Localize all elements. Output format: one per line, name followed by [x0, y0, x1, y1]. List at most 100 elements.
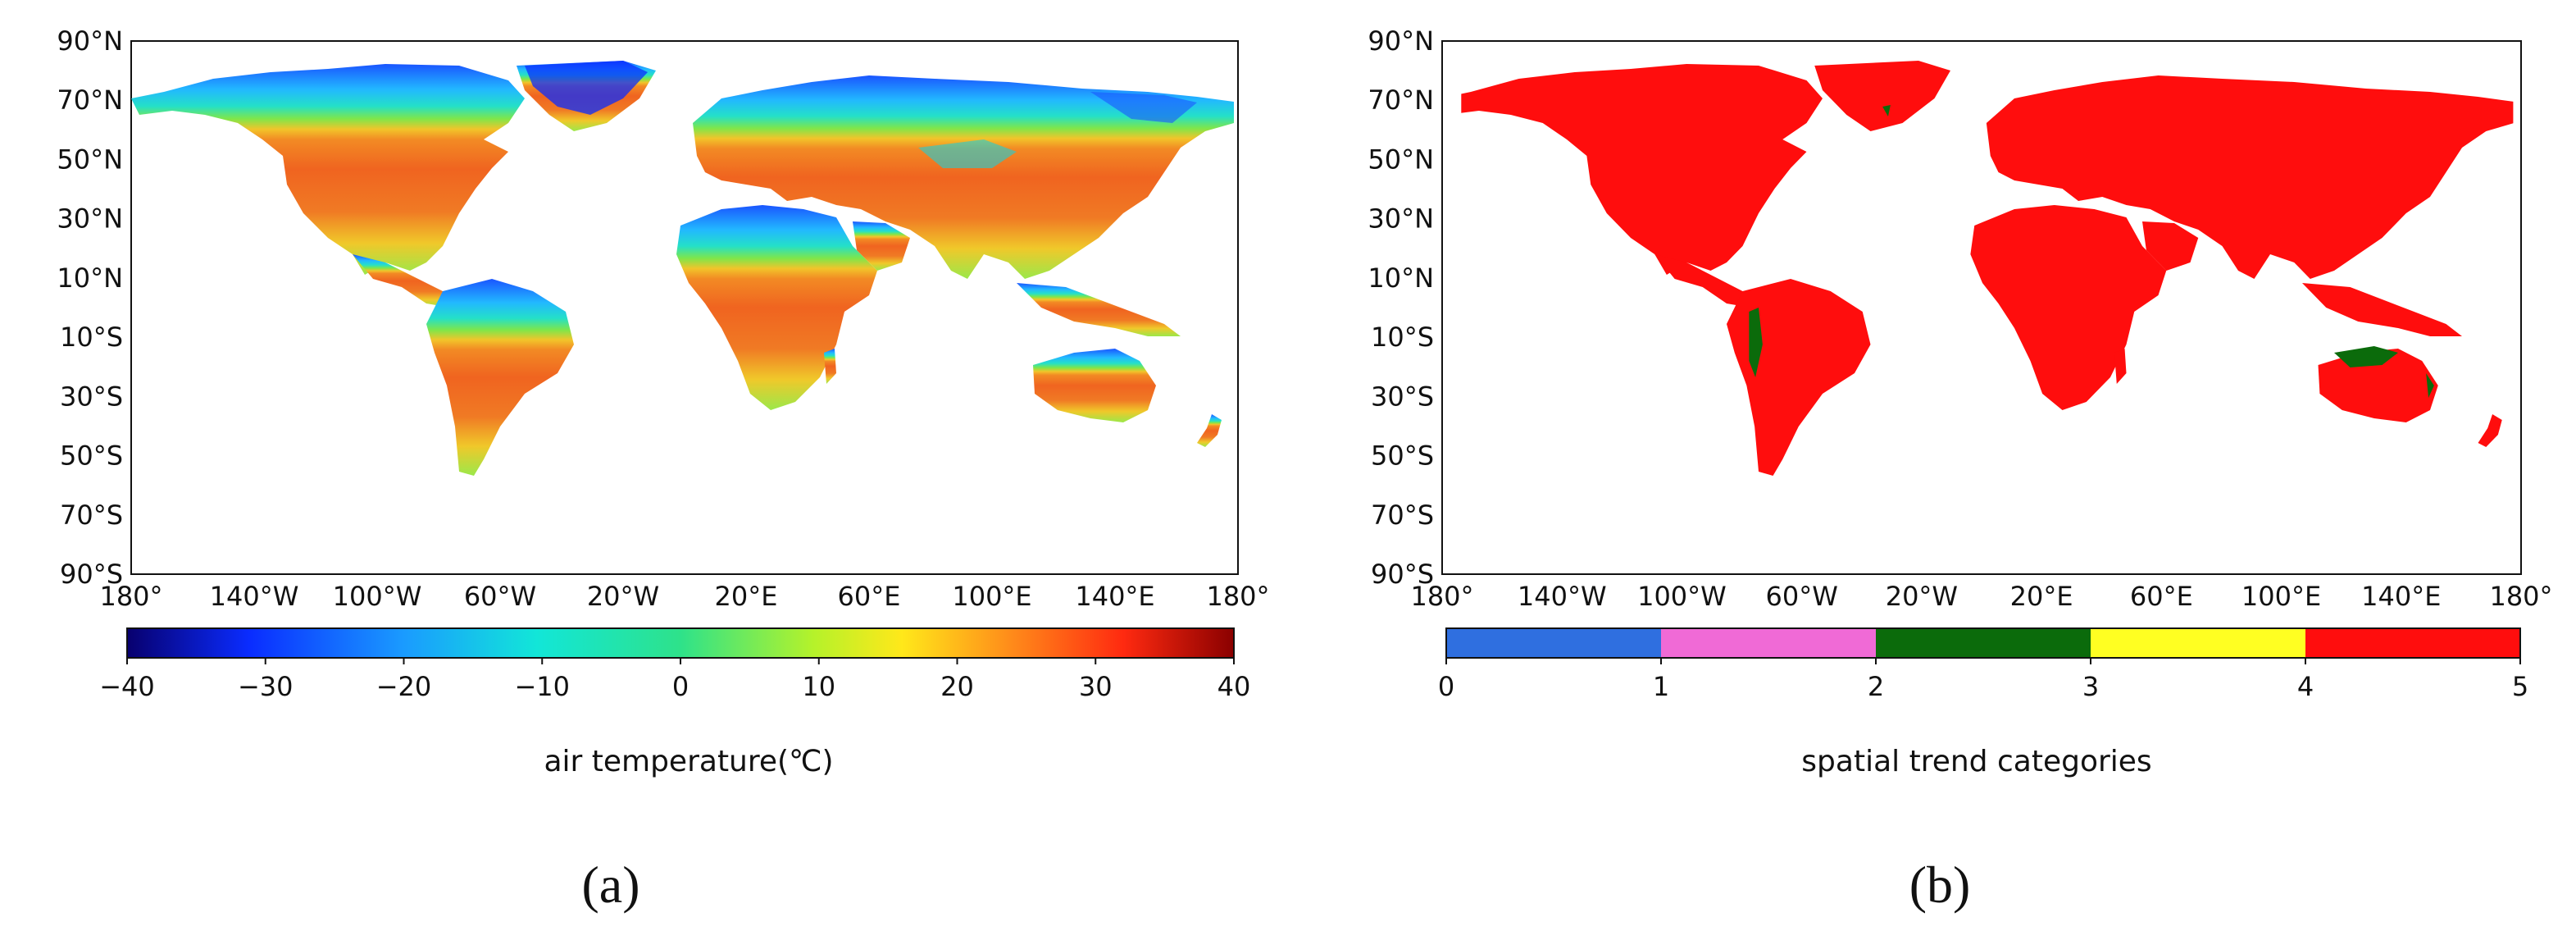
lon-tick-label: 140°W	[210, 581, 299, 612]
lon-tick-label: 140°E	[1075, 581, 1154, 612]
lat-tick-label: 10°N	[57, 262, 123, 294]
colorbar-b-label: spatial trend categories	[1801, 745, 2151, 778]
landmass-central-america	[353, 254, 451, 308]
colorbar-tick-label: 0	[672, 671, 689, 702]
landmass-arabia	[853, 221, 910, 271]
landmass-central-america	[1654, 254, 1751, 308]
lon-axis-labels: 180° 140°W 100°W 60°W 20°W 20°E 60°E 100°E 140°E…	[1410, 581, 2552, 612]
lon-tick-label: 60°W	[464, 581, 536, 612]
landmass-arabia	[2142, 221, 2199, 271]
landmass-north-america	[1461, 64, 1823, 275]
lon-tick-label: 20°E	[715, 581, 778, 612]
landmass-new-zealand	[1197, 414, 1222, 447]
lat-tick-label: 30°S	[60, 381, 123, 412]
colorbar-a	[126, 627, 1235, 659]
panel-b-figure: 90°N 70°N 50°N 30°N 10°N 10°S 30°S 50°S 70°S 90°S…	[1368, 25, 2552, 914]
colorbar-tick-label: −30	[238, 671, 294, 702]
lat-tick-label: 50°N	[57, 144, 123, 175]
colorbar-a-label: air temperature(℃)	[544, 745, 833, 778]
lon-tick-label: 20°W	[1886, 581, 1958, 612]
panel-a-figure: 90°N 70°N 50°N 30°N 10°N 10°S 30°S 50°S 70°S 90°S…	[57, 25, 1269, 914]
lat-tick-label: 10°N	[1368, 262, 1434, 294]
map-landmass	[1461, 61, 2514, 476]
lat-tick-label: 90°N	[1368, 25, 1434, 57]
green-patch-andes	[1749, 308, 1763, 377]
colorbar-category-0	[1446, 628, 1661, 658]
lon-tick-label: 180°	[99, 581, 162, 612]
lat-tick-label: 30°N	[1368, 203, 1434, 235]
panel-a: 90°N 70°N 50°N 30°N 10°N 10°S 30°S 50°S 70°S 90°S…	[57, 25, 1269, 914]
lon-tick-label: 180°	[2489, 581, 2552, 612]
lon-tick-label: 100°E	[2241, 581, 2321, 612]
landmass-south-america	[1727, 279, 1871, 476]
panel-b: 90°N 70°N 50°N 30°N 10°N 10°S 30°S 50°S 70°S 90°S…	[1288, 0, 2576, 940]
lon-tick-label: 140°W	[1518, 581, 1607, 612]
colorbar-b	[1445, 627, 2521, 659]
landmass-eurasia	[693, 75, 1234, 279]
colorbar-tick-label: 30	[1079, 671, 1113, 702]
lat-tick-label: 50°S	[60, 440, 123, 472]
colorbar-b-frame	[1445, 627, 2521, 659]
colorbar-tick-label: −20	[376, 671, 432, 702]
landmass-eurasia	[1986, 75, 2514, 279]
lat-tick-label: 70°S	[1371, 500, 1434, 531]
lon-tick-label: 60°E	[838, 581, 901, 612]
colorbar-tick-label: 3	[2082, 671, 2099, 702]
panel-a-letter: (a)	[581, 856, 639, 914]
colorbar-b-ticks: 0 1 2 3 4 5	[1438, 658, 2528, 702]
landmass-se-asia-islands	[1017, 283, 1181, 336]
colorbar-tick-label: 4	[2297, 671, 2314, 702]
lat-tick-label: 70°N	[1368, 84, 1434, 116]
lat-axis-labels: 90°N 70°N 50°N 30°N 10°N 10°S 30°S 50°S 70°S 90°S	[1368, 25, 1434, 590]
lat-tick-label: 10°S	[1371, 322, 1434, 353]
lat-tick-label: 10°S	[60, 322, 123, 353]
colorbar-category-1	[1661, 628, 1876, 658]
colorbar-tick-label: 5	[2512, 671, 2528, 702]
colorbar-tick-label: 20	[940, 671, 974, 702]
lon-tick-label: 100°E	[952, 581, 1031, 612]
lon-tick-label: 20°E	[2010, 581, 2073, 612]
lon-tick-label: 100°W	[1637, 581, 1727, 612]
lon-tick-label: 60°W	[1765, 581, 1837, 612]
map-landmass	[131, 61, 1234, 476]
landmass-north-america	[131, 64, 525, 275]
colorbar-category-4	[2305, 628, 2520, 658]
green-patch-greenland	[1882, 105, 1891, 116]
lat-tick-label: 30°N	[57, 203, 123, 235]
lon-tick-label: 100°W	[333, 581, 422, 612]
landmass-madagascar	[2114, 349, 2127, 384]
lat-tick-label: 70°S	[60, 500, 123, 531]
landmass-south-america	[426, 279, 574, 476]
colorbar-tick-label: 0	[1438, 671, 1454, 702]
colorbar-tick-label: 40	[1217, 671, 1251, 702]
lat-tick-label: 90°N	[57, 25, 123, 57]
landmass-australia	[2318, 349, 2438, 422]
colorbar-tick-label: 2	[1868, 671, 1884, 702]
colorbar-tick-label: −40	[99, 671, 155, 702]
colorbar-tick-label: 10	[802, 671, 835, 702]
lat-tick-label: 90°S	[1371, 559, 1434, 590]
lon-tick-label: 180°	[1410, 581, 1473, 612]
lon-tick-label: 140°E	[2361, 581, 2441, 612]
colorbar-tick-label: 1	[1653, 671, 1669, 702]
lat-tick-label: 30°S	[1371, 381, 1434, 412]
colorbar-category-2	[1876, 628, 2091, 658]
lat-tick-label: 50°S	[1371, 440, 1434, 472]
green-patch-australia-east	[2426, 373, 2434, 398]
colorbar-tick-label: −10	[514, 671, 570, 702]
lat-axis-labels: 90°N 70°N 50°N 30°N 10°N 10°S 30°S 50°S 70°S 90°S	[57, 25, 123, 590]
panel-b-letter: (b)	[1909, 856, 1971, 914]
lat-tick-label: 70°N	[57, 84, 123, 116]
lat-tick-label: 90°S	[60, 559, 123, 590]
green-patch-north-australia	[2334, 346, 2398, 367]
landmass-australia	[1033, 349, 1156, 422]
landmass-greenland	[1814, 61, 1950, 131]
lat-tick-label: 50°N	[1368, 144, 1434, 175]
landmass-madagascar	[824, 349, 836, 384]
lon-axis-labels: 180° 140°W 100°W 60°W 20°W 20°E 60°E 100°E 140°E…	[99, 581, 1269, 612]
cold-regions	[525, 61, 1197, 168]
lon-tick-label: 20°W	[587, 581, 659, 612]
lon-tick-label: 60°E	[2130, 581, 2193, 612]
lon-tick-label: 180°	[1206, 581, 1269, 612]
colorbar-a-ticks: −40 −30 −20 −10 0 10 20 30 40	[99, 658, 1250, 702]
